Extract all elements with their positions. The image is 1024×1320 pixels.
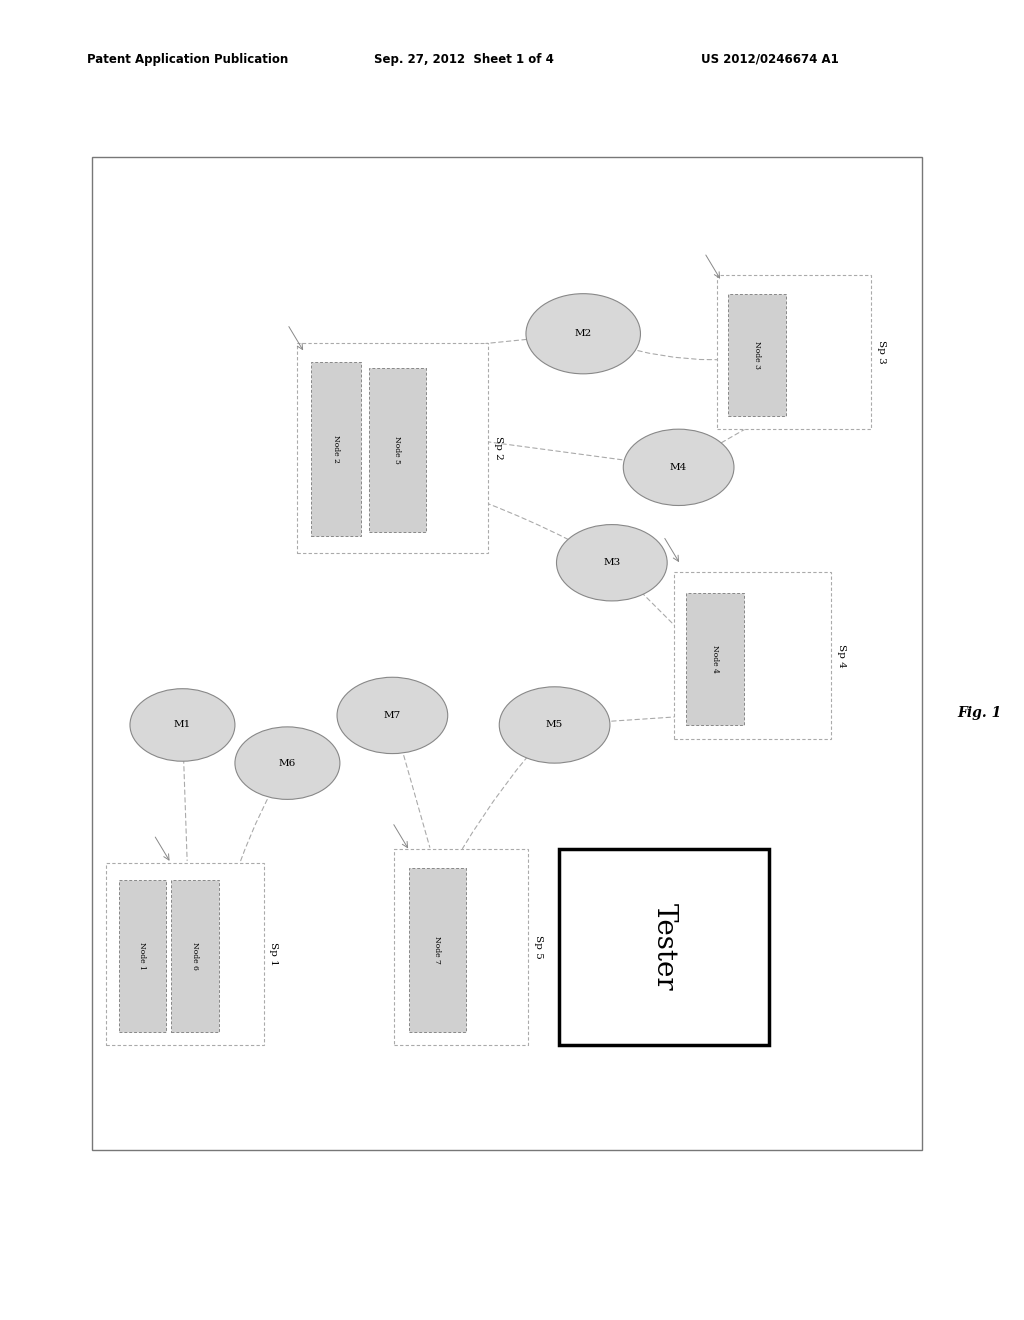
Ellipse shape	[500, 686, 610, 763]
Text: Patent Application Publication: Patent Application Publication	[87, 53, 289, 66]
Text: Sp 2: Sp 2	[494, 437, 503, 461]
Text: Sp 4: Sp 4	[837, 644, 846, 668]
Text: Node 4: Node 4	[711, 645, 719, 673]
FancyBboxPatch shape	[92, 157, 922, 1150]
Text: Tester: Tester	[651, 903, 678, 990]
FancyBboxPatch shape	[119, 879, 166, 1032]
Text: M3: M3	[603, 558, 621, 568]
Text: Node 1: Node 1	[138, 942, 146, 970]
Text: Sp 5: Sp 5	[534, 935, 543, 958]
Text: Node 7: Node 7	[433, 936, 441, 964]
FancyBboxPatch shape	[717, 275, 871, 429]
FancyBboxPatch shape	[297, 343, 487, 553]
Text: Fig. 1: Fig. 1	[957, 706, 1001, 719]
FancyBboxPatch shape	[106, 863, 263, 1044]
Text: M5: M5	[546, 721, 563, 730]
FancyBboxPatch shape	[311, 363, 360, 536]
Text: Sp 1: Sp 1	[269, 942, 279, 966]
Ellipse shape	[234, 727, 340, 800]
Text: M1: M1	[174, 721, 191, 730]
Ellipse shape	[556, 524, 668, 601]
FancyBboxPatch shape	[559, 849, 769, 1044]
Ellipse shape	[526, 293, 640, 374]
Text: US 2012/0246674 A1: US 2012/0246674 A1	[701, 53, 840, 66]
FancyBboxPatch shape	[369, 368, 426, 532]
Ellipse shape	[337, 677, 447, 754]
FancyBboxPatch shape	[409, 869, 466, 1032]
Text: Node 6: Node 6	[190, 942, 199, 970]
Ellipse shape	[130, 689, 234, 762]
Text: Sp 3: Sp 3	[878, 341, 886, 364]
FancyBboxPatch shape	[674, 573, 831, 739]
Text: M6: M6	[279, 759, 296, 768]
Text: Node 2: Node 2	[332, 436, 340, 463]
FancyBboxPatch shape	[686, 593, 743, 725]
Text: Node 3: Node 3	[753, 341, 761, 368]
FancyBboxPatch shape	[394, 849, 528, 1044]
Ellipse shape	[624, 429, 734, 506]
Text: Node 5: Node 5	[393, 436, 401, 465]
Text: Sep. 27, 2012  Sheet 1 of 4: Sep. 27, 2012 Sheet 1 of 4	[374, 53, 554, 66]
Text: M2: M2	[574, 329, 592, 338]
FancyBboxPatch shape	[171, 879, 219, 1032]
Text: M7: M7	[384, 711, 401, 719]
FancyBboxPatch shape	[728, 293, 785, 416]
Text: M4: M4	[670, 463, 687, 471]
